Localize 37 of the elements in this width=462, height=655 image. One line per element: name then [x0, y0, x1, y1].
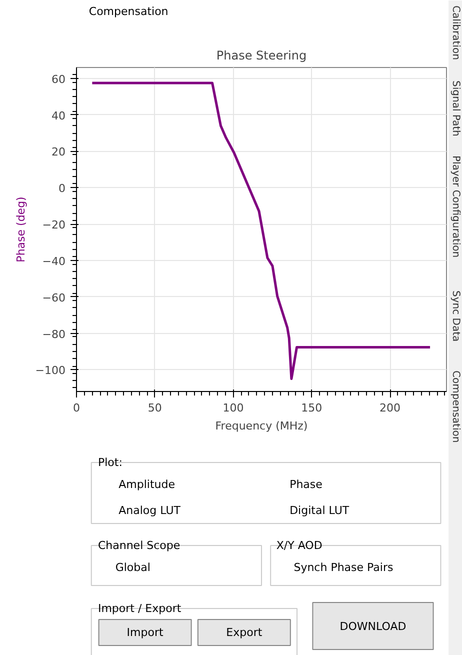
line-series [90, 82, 432, 380]
text: Compensation [450, 370, 461, 443]
y-tick-label: −100 [35, 364, 66, 378]
text: Compensation [88, 5, 168, 18]
x-tick-label: 150 [301, 402, 322, 414]
y-tick-label: −80 [42, 328, 66, 341]
y-tick-label: 40 [52, 109, 66, 122]
x-tick-label: 0 [73, 402, 80, 414]
text: Digital LUT [290, 504, 350, 517]
y-tick-label: 0 [58, 182, 66, 196]
text: Channel Scope [98, 539, 180, 552]
text: Import [126, 626, 164, 639]
text: DOWNLOAD [340, 620, 406, 633]
y-tick-label: −60 [42, 291, 66, 304]
text: Calibration [450, 6, 461, 60]
text: Global [115, 561, 150, 574]
text: Synch Phase Pairs [294, 561, 394, 574]
text: Phase [290, 478, 323, 491]
x-tick-label: 100 [222, 402, 244, 414]
text: Signal Path [450, 80, 461, 136]
y-tick-label: 20 [52, 146, 66, 159]
text: Sync Data [450, 290, 461, 342]
text: Amplitude [118, 478, 176, 491]
x-tick-label: 200 [380, 402, 401, 414]
text: Import / Export [98, 602, 182, 615]
text: Export [226, 626, 263, 639]
chart-title: Phase Steering [216, 48, 307, 62]
x-tick-label: 50 [148, 402, 162, 414]
y-tick-label: −40 [42, 254, 66, 268]
y-axis-title: Phase (deg) [14, 196, 28, 262]
text: Player Configuration [450, 156, 461, 258]
text: Analog LUT [118, 504, 181, 517]
x-axis-title: Frequency (MHz) [215, 420, 308, 432]
y-tick-label: −20 [42, 218, 66, 232]
text: Plot: [98, 456, 122, 469]
y-tick-label: 60 [52, 72, 66, 86]
text: X/Y AOD [276, 539, 322, 552]
